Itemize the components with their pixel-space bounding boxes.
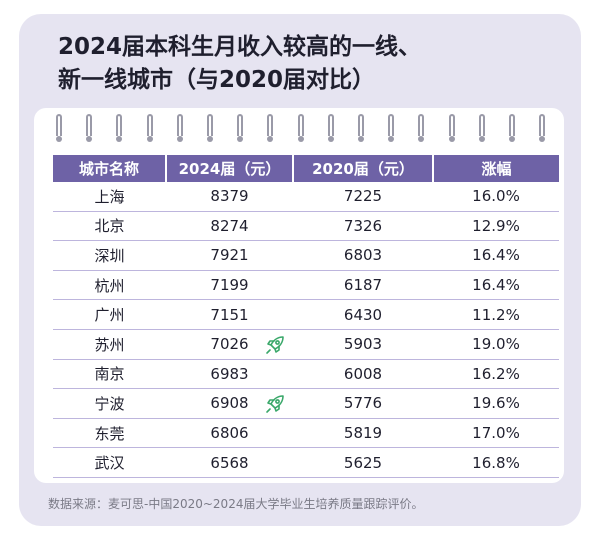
cell-2020: 6187 <box>293 270 433 301</box>
cell-2024: 6983 <box>166 359 293 390</box>
cell-growth: 19.6% <box>433 388 559 419</box>
title-line-2: 新一线城市（与2020届对比） <box>58 67 376 93</box>
cell-2024: 6568 <box>166 447 293 478</box>
cell-2024: 8379 <box>166 182 293 212</box>
cell-2020: 7225 <box>293 182 433 212</box>
cell-growth: 16.4% <box>433 270 559 301</box>
table-row: 广州 7151 6430 11.2% <box>53 299 559 330</box>
cell-2024: 6908 <box>166 388 293 419</box>
cell-2020: 6430 <box>293 299 433 330</box>
cell-city: 广州 <box>53 299 166 330</box>
table-row: 宁波 6908 5776 19.6% <box>53 388 559 419</box>
binder-ring-icon <box>388 114 395 142</box>
binder-ring-icon <box>297 114 304 142</box>
binder-ring-icon <box>56 114 62 142</box>
table-row: 北京 8274 7326 12.9% <box>53 211 559 242</box>
rocket-icon <box>266 336 284 354</box>
cell-2024: 7921 <box>166 240 293 271</box>
binder-ring-icon <box>237 114 244 142</box>
cell-city: 东莞 <box>53 418 166 449</box>
cell-city: 深圳 <box>53 240 166 271</box>
binder-ring-icon <box>327 114 334 142</box>
cell-city: 苏州 <box>53 329 166 360</box>
cell-2024: 6806 <box>166 418 293 449</box>
cell-growth: 16.4% <box>433 240 559 271</box>
cell-city: 武汉 <box>53 447 166 478</box>
cell-2020: 5776 <box>293 388 433 419</box>
binder-ring-icon <box>146 114 153 142</box>
table-row: 武汉 6568 5625 16.8% <box>53 447 559 478</box>
cell-growth: 16.2% <box>433 359 559 390</box>
cell-city: 杭州 <box>53 270 166 301</box>
cell-growth: 17.0% <box>433 418 559 449</box>
cell-growth: 16.0% <box>433 182 559 212</box>
binder-ring-icon <box>176 114 183 142</box>
cell-2024: 8274 <box>166 211 293 242</box>
binder-ring-icon <box>267 114 274 142</box>
binder-ring-icon <box>86 114 93 142</box>
binder-ring-icon <box>509 114 515 142</box>
cell-2024: 7026 <box>166 329 293 360</box>
table-row: 杭州 7199 6187 16.4% <box>53 270 559 301</box>
data-source-note: 数据来源：麦可思-中国2020~2024届大学毕业生培养质量跟踪评价。 <box>48 497 424 511</box>
cell-city: 南京 <box>53 359 166 390</box>
cell-growth: 16.8% <box>433 447 559 478</box>
binder-ring-icon <box>539 114 546 142</box>
cell-growth: 19.0% <box>433 329 559 360</box>
header-2024: 2024届（元） <box>166 155 294 182</box>
cell-2020: 7326 <box>293 211 433 242</box>
cell-2024: 7151 <box>166 299 293 330</box>
table-header-row: 城市名称 2024届（元） 2020届（元） 涨幅 <box>53 155 559 182</box>
title-line-1: 2024届本科生月收入较高的一线、 <box>58 34 422 60</box>
binder-ring-icon <box>478 114 485 142</box>
cell-city: 上海 <box>53 182 166 212</box>
rocket-icon <box>266 395 284 413</box>
cell-2020: 6008 <box>293 359 433 390</box>
binder-ring-icon <box>448 114 455 142</box>
cell-growth: 11.2% <box>433 299 559 330</box>
cell-growth: 12.9% <box>433 211 559 242</box>
binder-ring-icon <box>358 114 364 142</box>
income-table: 城市名称 2024届（元） 2020届（元） 涨幅 上海 8379 7225 16.0… <box>53 155 559 478</box>
binder-ring-icon <box>418 114 425 142</box>
binder-rings <box>34 108 564 148</box>
cell-2020: 5625 <box>293 447 433 478</box>
cell-city: 北京 <box>53 211 166 242</box>
binder-ring-icon <box>207 114 213 142</box>
binder-ring-icon <box>116 114 123 142</box>
table-row: 深圳 7921 6803 16.4% <box>53 240 559 271</box>
table-row: 东莞 6806 5819 17.0% <box>53 418 559 449</box>
cell-2020: 6803 <box>293 240 433 271</box>
table-row: 苏州 7026 5903 19.0% <box>53 329 559 360</box>
cell-2020: 5903 <box>293 329 433 360</box>
header-growth: 涨幅 <box>433 155 559 182</box>
header-city: 城市名称 <box>53 155 167 182</box>
table-row: 上海 8379 7225 16.0% <box>53 182 559 212</box>
cell-city: 宁波 <box>53 388 166 419</box>
header-2020: 2020届（元） <box>293 155 434 182</box>
cell-2020: 5819 <box>293 418 433 449</box>
page-title: 2024届本科生月收入较高的一线、 新一线城市（与2020届对比） <box>58 31 558 97</box>
table-body: 上海 8379 7225 16.0% 北京 8274 7326 12.9% 深圳 7921 6803… <box>53 182 559 478</box>
table-row: 南京 6983 6008 16.2% <box>53 359 559 390</box>
cell-2024: 7199 <box>166 270 293 301</box>
